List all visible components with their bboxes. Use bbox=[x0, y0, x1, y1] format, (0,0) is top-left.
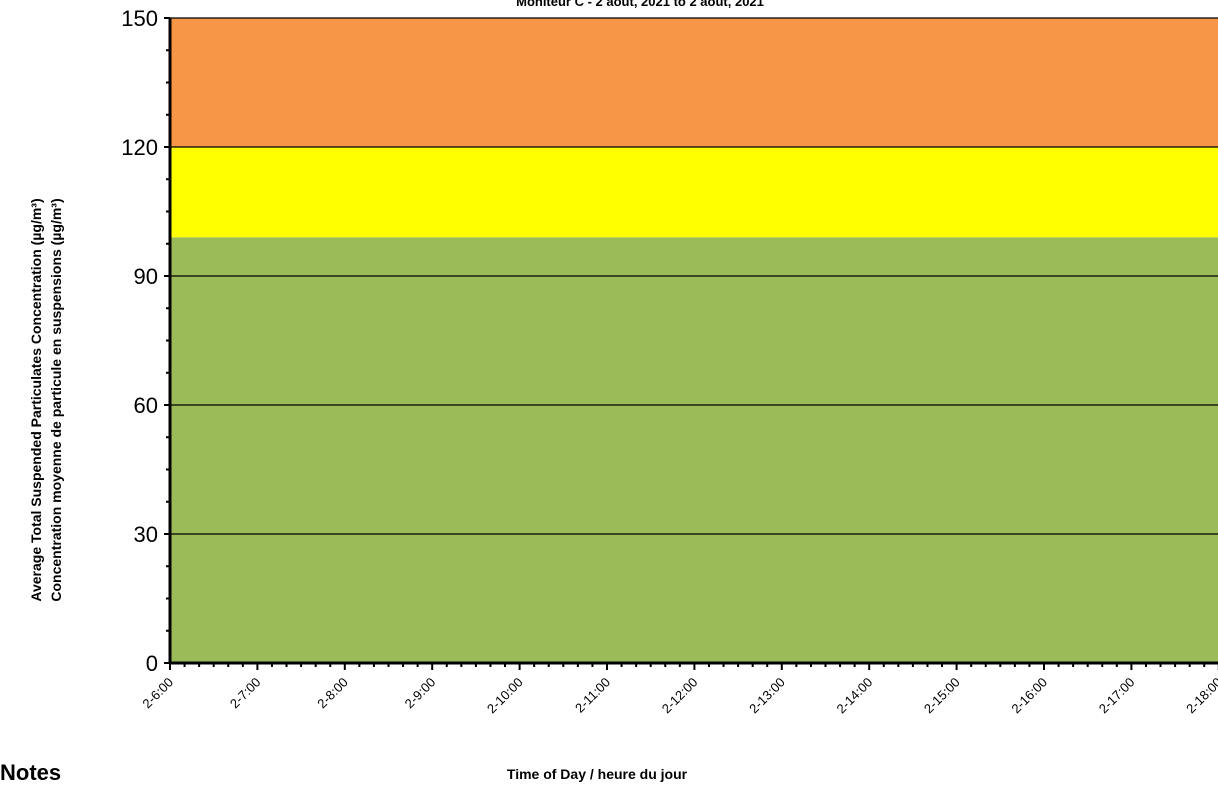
y-tick-label: 60 bbox=[134, 393, 158, 418]
x-tick-label: 2-12:00 bbox=[659, 675, 701, 717]
x-tick-label: 2-9:00 bbox=[402, 675, 439, 712]
notes-heading: Notes bbox=[0, 760, 62, 785]
y-tick-label: 90 bbox=[134, 264, 158, 289]
y-tick-label: 120 bbox=[121, 135, 158, 160]
chart-title: Moniteur C - 2 aout, 2021 to 2 aout, 202… bbox=[516, 0, 764, 9]
gridlines bbox=[170, 17, 1218, 535]
x-axis-label: Time of Day / heure du jour bbox=[507, 766, 688, 782]
x-tick-label: 2-6:00 bbox=[139, 675, 176, 712]
x-tick-label: 2-13:00 bbox=[746, 675, 788, 717]
y-tick-label: 0 bbox=[146, 651, 158, 676]
band-0 bbox=[170, 237, 1218, 664]
x-tick-label: 2-14:00 bbox=[834, 675, 876, 717]
band-1 bbox=[170, 147, 1218, 238]
y-tick-label: 30 bbox=[134, 522, 158, 547]
y-tick-label: 150 bbox=[121, 6, 158, 31]
x-tick-label: 2-10:00 bbox=[484, 675, 526, 717]
band-2 bbox=[170, 18, 1218, 147]
y-axis-label-line2: Concentration moyenne de particule en su… bbox=[48, 198, 64, 601]
y-axis-label-line1: Average Total Suspended Particulates Con… bbox=[28, 198, 44, 601]
x-tick-label: 2-18:00 bbox=[1183, 675, 1218, 717]
y-tick-labels: 0 30 60 90 120 150 bbox=[121, 6, 158, 676]
x-tick-label: 2-17:00 bbox=[1096, 675, 1138, 717]
x-tick-label: 2-11:00 bbox=[572, 675, 613, 716]
axes bbox=[164, 17, 1218, 670]
threshold-bands bbox=[170, 18, 1218, 664]
x-tick-label: 2-7:00 bbox=[227, 675, 264, 712]
x-tick-label: 2-8:00 bbox=[314, 675, 351, 712]
x-tick-label: 2-16:00 bbox=[1008, 675, 1050, 717]
x-tick-labels: 2-6:00 2-7:00 2-8:00 2-9:00 2-10:00 2-11:00 2-… bbox=[139, 675, 1218, 717]
x-tick-label: 2-15:00 bbox=[921, 675, 963, 717]
